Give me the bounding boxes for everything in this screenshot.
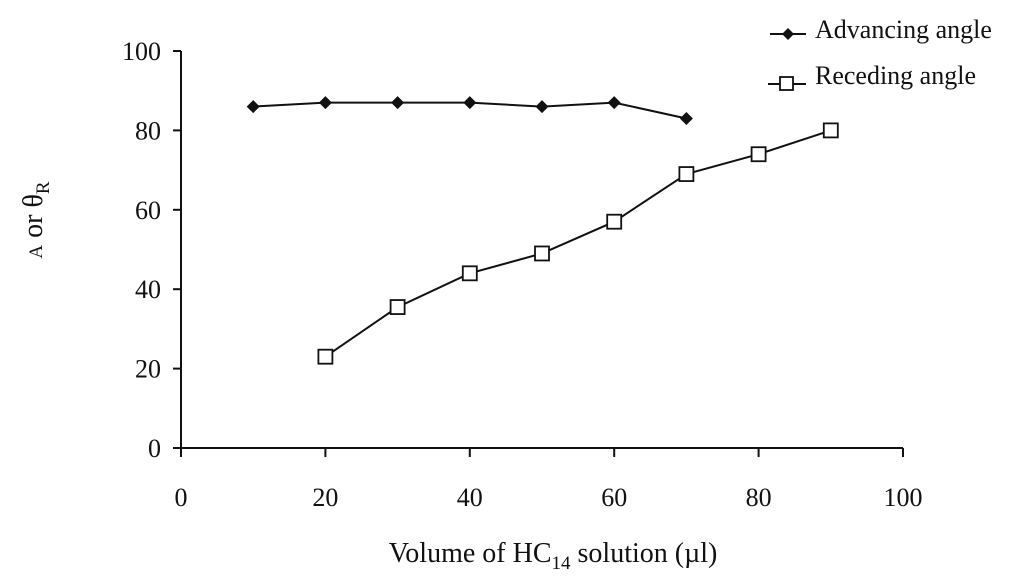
y-tick-label: 20 <box>135 355 161 384</box>
legend-marker-receding <box>779 76 794 91</box>
data-point-advancing <box>463 96 477 110</box>
y-tick-label: 60 <box>135 196 161 225</box>
data-point-advancing <box>607 96 621 110</box>
y-tick-label: 0 <box>148 434 161 463</box>
legend: Advancing angle Receding angle <box>768 15 992 91</box>
series-line-receding <box>324 129 832 358</box>
data-point-advancing <box>535 100 549 114</box>
data-point-receding <box>534 245 550 262</box>
x-tick-label: 100 <box>884 483 923 512</box>
x-axis-title-suffix: solution (µl) <box>571 538 718 569</box>
x-tick-label: 80 <box>746 483 772 512</box>
y-ticks: 0 20 40 60 80 100 <box>122 37 181 463</box>
x-tick-label: 60 <box>601 483 627 512</box>
axes <box>180 51 903 449</box>
data-point-advancing <box>679 111 693 125</box>
data-point-advancing <box>391 96 405 110</box>
x-axis-title-subscript: 14 <box>552 553 572 574</box>
data-point-receding <box>461 265 478 282</box>
legend-item-receding: Receding angle <box>768 61 976 91</box>
y-axis-title-first: A <box>26 245 47 259</box>
x-axis-title-prefix: Volume of HC <box>389 538 552 569</box>
series-layer <box>246 96 839 365</box>
data-point-receding <box>750 146 767 163</box>
x-tick-label: 0 <box>175 483 188 512</box>
x-axis-title: Volume of HC14 solution (µl) <box>389 538 718 574</box>
y-tick-label: 80 <box>135 116 161 145</box>
y-tick-label: 100 <box>122 37 161 66</box>
y-axis-title-middle: or θ <box>18 194 49 245</box>
y-tick-label: 40 <box>135 275 161 304</box>
legend-marker-advancing <box>782 28 794 40</box>
legend-label-advancing: Advancing angle <box>815 15 992 44</box>
data-point-advancing <box>246 100 260 114</box>
x-ticks: 0 20 40 60 80 100 <box>175 448 923 512</box>
data-point-receding <box>678 166 695 182</box>
x-tick-label: 20 <box>312 483 338 512</box>
y-axis-title-subscript: R <box>33 181 54 194</box>
data-point-advancing <box>318 96 332 110</box>
data-point-receding <box>317 348 334 365</box>
data-point-receding <box>822 122 839 139</box>
data-point-receding <box>389 299 406 315</box>
y-axis-title: A or θR <box>18 181 54 258</box>
legend-label-receding: Receding angle <box>815 61 976 90</box>
data-point-receding <box>606 213 623 230</box>
x-tick-label: 40 <box>457 483 483 512</box>
legend-item-advancing: Advancing angle <box>770 15 992 44</box>
